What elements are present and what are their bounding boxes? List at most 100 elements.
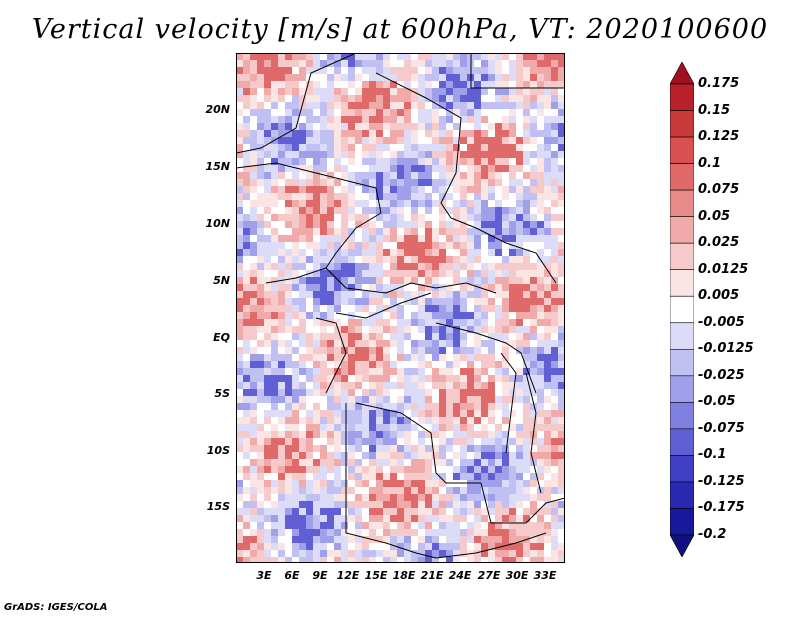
field-cell <box>299 221 306 228</box>
field-cell <box>418 298 425 305</box>
field-cell <box>292 424 299 431</box>
field-cell <box>271 389 278 396</box>
field-cell <box>418 207 425 214</box>
field-cell <box>516 333 523 340</box>
field-cell <box>327 396 334 403</box>
field-cell <box>299 249 306 256</box>
field-cell <box>271 116 278 123</box>
field-cell <box>488 270 495 277</box>
field-cell <box>516 550 523 557</box>
field-cell <box>236 487 243 494</box>
field-cell <box>250 340 257 347</box>
field-cell <box>299 88 306 95</box>
field-cell <box>425 459 432 466</box>
field-cell <box>313 88 320 95</box>
field-cell <box>355 109 362 116</box>
field-cell <box>418 445 425 452</box>
field-cell <box>383 221 390 228</box>
field-cell <box>355 375 362 382</box>
field-cell <box>334 74 341 81</box>
field-cell <box>299 179 306 186</box>
field-cell <box>299 319 306 326</box>
field-cell <box>390 53 397 60</box>
field-cell <box>383 403 390 410</box>
field-cell <box>523 305 530 312</box>
field-cell <box>530 165 537 172</box>
field-cell <box>264 88 271 95</box>
field-cell <box>418 340 425 347</box>
field-cell <box>453 396 460 403</box>
field-cell <box>495 221 502 228</box>
field-cell <box>418 144 425 151</box>
field-cell <box>467 312 474 319</box>
field-cell <box>544 361 551 368</box>
field-cell <box>341 130 348 137</box>
field-cell <box>404 487 411 494</box>
field-cell <box>474 179 481 186</box>
field-cell <box>243 452 250 459</box>
field-cell <box>278 452 285 459</box>
field-cell <box>460 221 467 228</box>
field-cell <box>397 417 404 424</box>
field-cell <box>425 60 432 67</box>
field-cell <box>558 74 565 81</box>
field-cell <box>453 403 460 410</box>
field-cell <box>271 88 278 95</box>
field-cell <box>390 102 397 109</box>
field-cell <box>292 326 299 333</box>
field-cell <box>537 333 544 340</box>
field-cell <box>348 347 355 354</box>
field-cell <box>432 256 439 263</box>
field-cell <box>257 522 264 529</box>
field-cell <box>397 172 404 179</box>
field-cell <box>292 88 299 95</box>
field-cell <box>292 67 299 74</box>
field-cell <box>299 368 306 375</box>
field-cell <box>425 494 432 501</box>
field-cell <box>348 179 355 186</box>
field-cell <box>523 228 530 235</box>
field-cell <box>362 256 369 263</box>
field-cell <box>278 347 285 354</box>
field-cell <box>250 347 257 354</box>
field-cell <box>432 207 439 214</box>
field-cell <box>509 298 516 305</box>
field-cell <box>348 291 355 298</box>
field-cell <box>488 312 495 319</box>
field-cell <box>488 228 495 235</box>
field-cell <box>390 368 397 375</box>
field-cell <box>544 410 551 417</box>
field-cell <box>509 459 516 466</box>
field-cell <box>558 263 565 270</box>
field-cell <box>537 515 544 522</box>
field-cell <box>474 235 481 242</box>
field-cell <box>432 88 439 95</box>
field-cell <box>523 522 530 529</box>
field-cell <box>285 214 292 221</box>
field-cell <box>495 543 502 550</box>
field-cell <box>313 53 320 60</box>
field-cell <box>544 305 551 312</box>
field-cell <box>516 543 523 550</box>
field-cell <box>551 95 558 102</box>
field-cell <box>551 382 558 389</box>
field-cell <box>467 298 474 305</box>
field-cell <box>355 249 362 256</box>
field-cell <box>523 333 530 340</box>
field-cell <box>292 74 299 81</box>
field-cell <box>446 81 453 88</box>
lon-label: 33E <box>533 569 557 582</box>
field-cell <box>299 417 306 424</box>
field-cell <box>271 60 278 67</box>
field-cell <box>530 123 537 130</box>
field-cell <box>278 508 285 515</box>
field-cell <box>362 102 369 109</box>
field-cell <box>411 221 418 228</box>
field-cell <box>446 431 453 438</box>
field-cell <box>453 501 460 508</box>
field-cell <box>418 172 425 179</box>
field-cell <box>264 242 271 249</box>
field-cell <box>558 438 565 445</box>
field-cell <box>355 263 362 270</box>
field-cell <box>544 396 551 403</box>
